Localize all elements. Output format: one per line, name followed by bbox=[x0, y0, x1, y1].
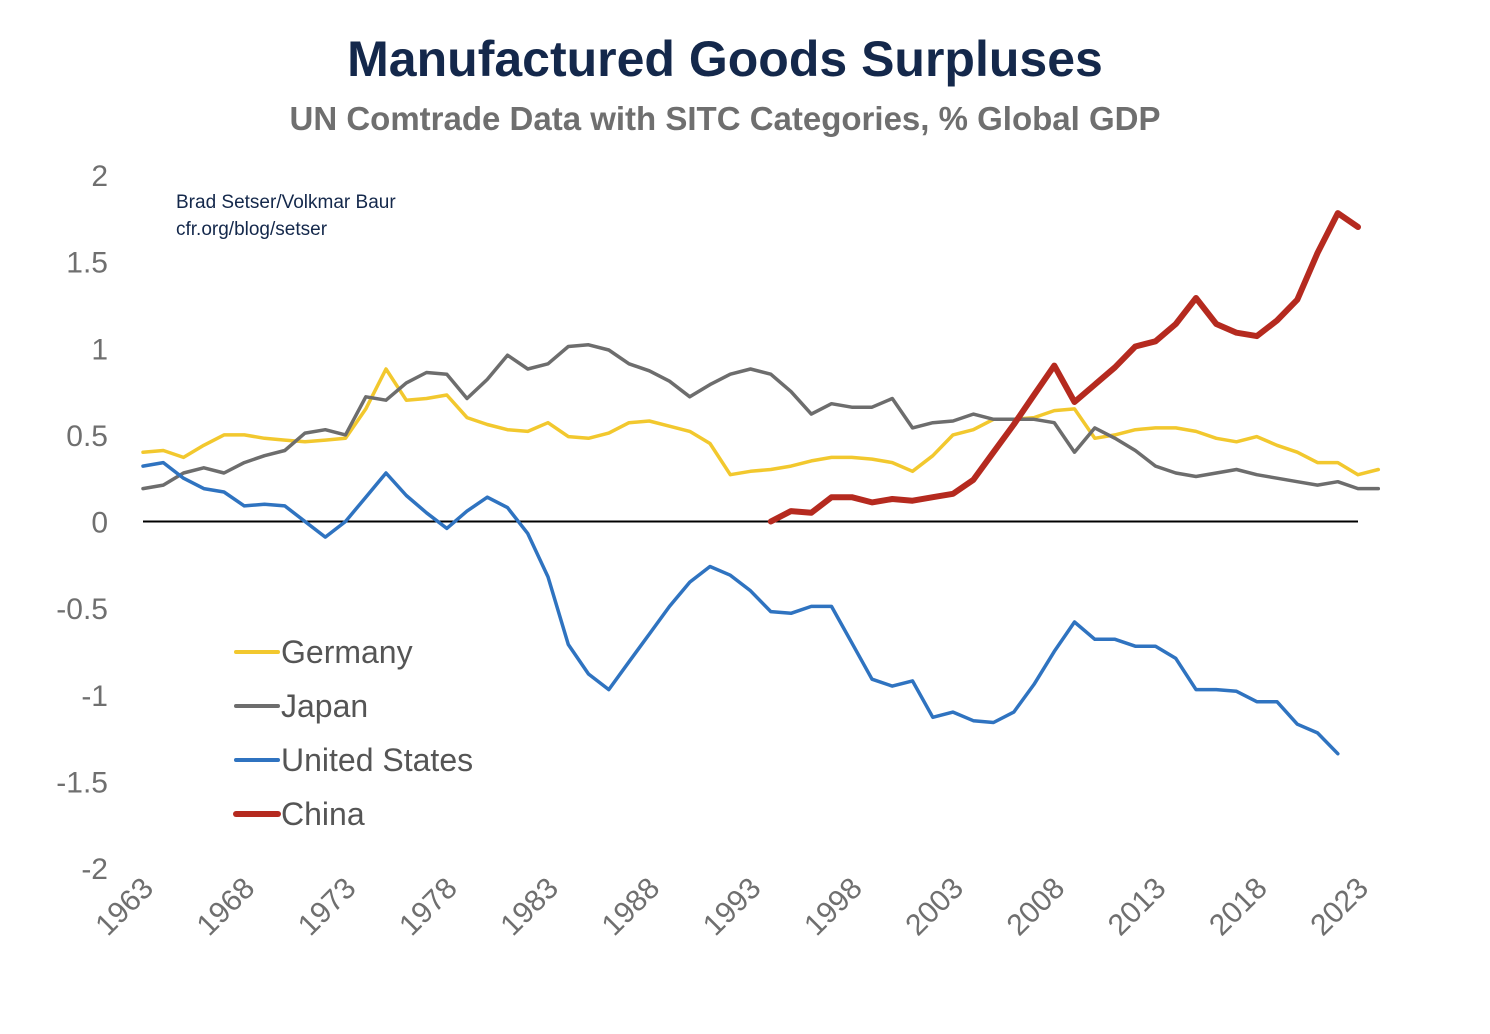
y-tick-label: -0.5 bbox=[56, 593, 108, 626]
series-line-germany bbox=[141, 367, 1381, 477]
x-tick-label: 2018 bbox=[1203, 872, 1274, 943]
y-tick-label: -1 bbox=[81, 680, 108, 713]
chart-title: Manufactured Goods Surpluses bbox=[347, 31, 1103, 87]
legend-label-germany: Germany bbox=[281, 634, 413, 670]
x-tick-label: 1973 bbox=[292, 872, 363, 943]
series-line-china bbox=[767, 210, 1361, 525]
attribution-author: Brad Setser/Volkmar Baur bbox=[176, 192, 396, 213]
legend-label-china: China bbox=[281, 796, 365, 832]
legend-label-japan: Japan bbox=[281, 688, 368, 724]
x-tick-label: 1968 bbox=[191, 872, 262, 943]
x-axis-ticks: 1963 1968 1973 1978 1983 1988 1993 1998 2003 2008… bbox=[89, 872, 1375, 943]
x-tick-label: 2008 bbox=[1001, 872, 1072, 943]
series-line-japan bbox=[141, 343, 1381, 491]
legend-label-united-states: United States bbox=[281, 742, 473, 778]
y-tick-label: 1 bbox=[91, 333, 108, 366]
series-group bbox=[141, 210, 1381, 756]
series-line-united-states bbox=[141, 460, 1340, 756]
x-tick-label: 1998 bbox=[798, 872, 869, 943]
y-axis-ticks: 2 1.5 1 0.5 0 -0.5 -1 -1.5 -2 bbox=[56, 160, 108, 886]
attribution: Brad Setser/Volkmar Baur cfr.org/blog/se… bbox=[176, 192, 396, 240]
chart-subtitle: UN Comtrade Data with SITC Categories, %… bbox=[289, 100, 1161, 137]
x-tick-label: 2003 bbox=[899, 872, 970, 943]
y-tick-label: -2 bbox=[81, 853, 108, 886]
y-tick-label: -1.5 bbox=[56, 766, 108, 799]
y-tick-label: 1.5 bbox=[66, 247, 108, 280]
x-tick-label: 1993 bbox=[697, 872, 768, 943]
attribution-url: cfr.org/blog/setser bbox=[176, 219, 328, 240]
x-tick-label: 2013 bbox=[1102, 872, 1173, 943]
x-tick-label: 2023 bbox=[1304, 872, 1375, 943]
x-tick-label: 1988 bbox=[596, 872, 667, 943]
x-tick-label: 1978 bbox=[393, 872, 464, 943]
y-tick-label: 0.5 bbox=[66, 420, 108, 453]
x-tick-label: 1983 bbox=[494, 872, 565, 943]
legend: Germany Japan United States China bbox=[233, 634, 473, 832]
y-tick-label: 0 bbox=[91, 507, 108, 540]
y-tick-label: 2 bbox=[91, 160, 108, 193]
